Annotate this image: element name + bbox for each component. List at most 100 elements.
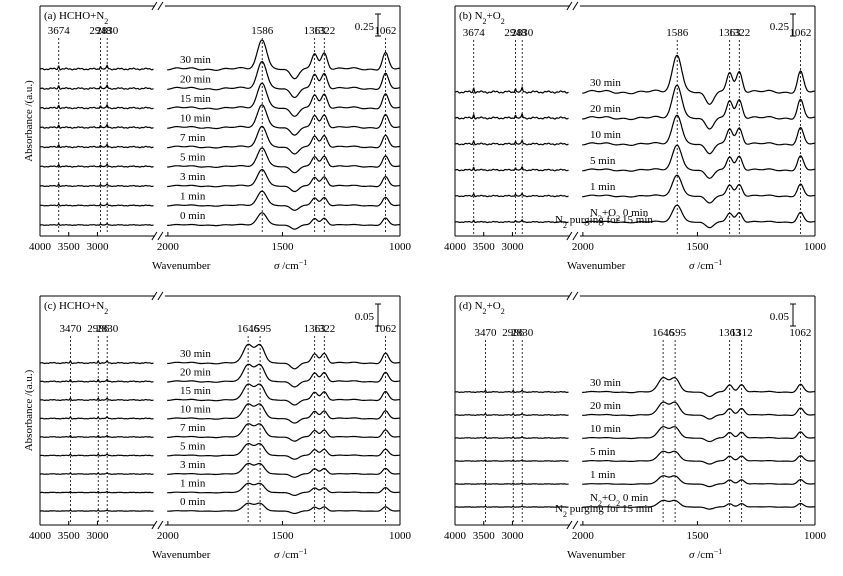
peak-label: 3470 [474, 327, 497, 339]
spectrum-line-right [582, 54, 815, 105]
axis-break-mark [157, 291, 164, 301]
x-tick-label: 3000 [501, 530, 524, 542]
x-tick-label: 4000 [29, 530, 52, 542]
spectrum-line-left [39, 163, 154, 168]
peak-label: 1646 [237, 323, 260, 335]
peak-label: 3674 [48, 25, 71, 37]
axis-break-mark [151, 231, 158, 241]
spectrum-line-right [167, 403, 400, 424]
series-label: 30 min [180, 54, 211, 66]
series-label: 1 min [180, 191, 206, 203]
purge-note: N2 purging for 15 min [555, 503, 653, 519]
spectrum-line-right [582, 450, 815, 465]
spectrum-line-left [39, 222, 154, 227]
axis-break-mark [572, 1, 579, 11]
spectrum-line-right [167, 363, 400, 388]
scale-bar-label: 0.25 [770, 21, 790, 33]
spectrum-line-right [582, 499, 815, 510]
x-axis-title: Wavenumber [567, 260, 626, 272]
panel-label: (b) N2+O2 [459, 10, 505, 26]
peak-label: 2830 [511, 27, 534, 39]
panel-label: (a) HCHO+N2 [44, 10, 108, 26]
peak-label: 1322 [313, 323, 335, 335]
peak-label: 2986 [87, 323, 110, 335]
spectrum-line-left [39, 434, 154, 439]
spectrum-line-right [582, 174, 815, 204]
x-tick-label: 3000 [501, 241, 524, 253]
spectrum-line-left [40, 378, 154, 383]
x-tick-label: 1000 [804, 241, 827, 253]
peak-label: 1322 [728, 27, 750, 39]
x-tick-label: 2000 [572, 530, 595, 542]
peak-label: 2830 [96, 323, 119, 335]
axis-break-mark [572, 291, 579, 301]
spectrum-line-right [167, 125, 400, 155]
series-label: 7 min [180, 422, 206, 434]
panel-d: 4000 3500 3000 2000 1500 1000 Wavenumber σ /cm−… [444, 291, 827, 562]
spectrum-line-right [167, 104, 400, 136]
peak-label: 1363 [719, 27, 742, 39]
spectrum-line-left [39, 453, 154, 457]
x-tick-label: 4000 [444, 241, 467, 253]
panel-label: (d) N2+O2 [459, 300, 505, 316]
spectrum-line-right [167, 39, 400, 80]
peak-label: 1363 [719, 327, 742, 339]
x-tick-label: 3500 [473, 530, 496, 542]
spectrum-line-left [39, 64, 154, 71]
spectrum-line-right [582, 144, 815, 179]
series-label: 10 min [180, 113, 211, 125]
peak-label: 1062 [789, 327, 811, 339]
peak-label: 1595 [249, 323, 272, 335]
spectrum-line-left [39, 359, 154, 365]
spectrum-line-left [454, 139, 569, 146]
x-axis-unit: σ /cm−1 [274, 547, 307, 562]
x-axis-unit: σ /cm−1 [689, 258, 722, 273]
axis-break-mark [157, 231, 164, 241]
spectrum-line-left [454, 85, 569, 94]
x-axis-title: Wavenumber [567, 549, 626, 561]
x-tick-label: 1000 [389, 241, 412, 253]
spectrum-line-right [167, 82, 400, 117]
series-label: 1 min [180, 478, 206, 490]
spectrum-line-left [40, 397, 154, 402]
series-label: 5 min [590, 446, 616, 458]
series-label: 30 min [590, 77, 621, 89]
peak-label: 1062 [374, 25, 396, 37]
spectrum-line-right [582, 376, 815, 398]
series-label: 30 min [590, 377, 621, 389]
spectrum-line-left [454, 219, 569, 224]
x-tick-label: 4000 [444, 530, 467, 542]
spectrum-line-right [167, 60, 400, 99]
axis-break-mark [566, 520, 573, 530]
x-tick-label: 1500 [271, 241, 294, 253]
spectrum-line-left [454, 435, 569, 439]
series-label: 15 min [180, 385, 211, 397]
x-tick-label: 3500 [473, 241, 496, 253]
axis-break-mark [566, 291, 573, 301]
x-tick-label: 1000 [804, 530, 827, 542]
x-axis-unit: σ /cm−1 [689, 547, 722, 562]
spectrum-line-left [454, 412, 569, 417]
spectrum-line-left [39, 143, 154, 149]
spectrum-line-right [582, 475, 815, 488]
peak-label: 3470 [59, 323, 82, 335]
spectrum-line-right [167, 190, 400, 211]
series-label: 10 min [590, 423, 621, 435]
series-label: 10 min [590, 129, 621, 141]
spectrum-line-right [582, 204, 815, 229]
series-label: 20 min [590, 400, 621, 412]
series-label: 20 min [180, 367, 211, 379]
spectrum-line-right [167, 168, 400, 193]
spectrum-line-right [167, 482, 400, 496]
x-tick-label: 3500 [58, 530, 81, 542]
spectrum-line-right [167, 147, 400, 174]
axis-break-mark [151, 1, 158, 11]
y-axis-title: Absorbance /(a.u.) [23, 369, 35, 451]
x-tick-label: 1500 [271, 530, 294, 542]
peak-label: 1062 [374, 323, 396, 335]
axis-break-mark [151, 520, 158, 530]
spectrum-line-left [39, 490, 154, 494]
spectrum-line-left [454, 112, 569, 120]
spectrum-line-left [454, 505, 569, 508]
peak-label: 2986 [502, 327, 525, 339]
